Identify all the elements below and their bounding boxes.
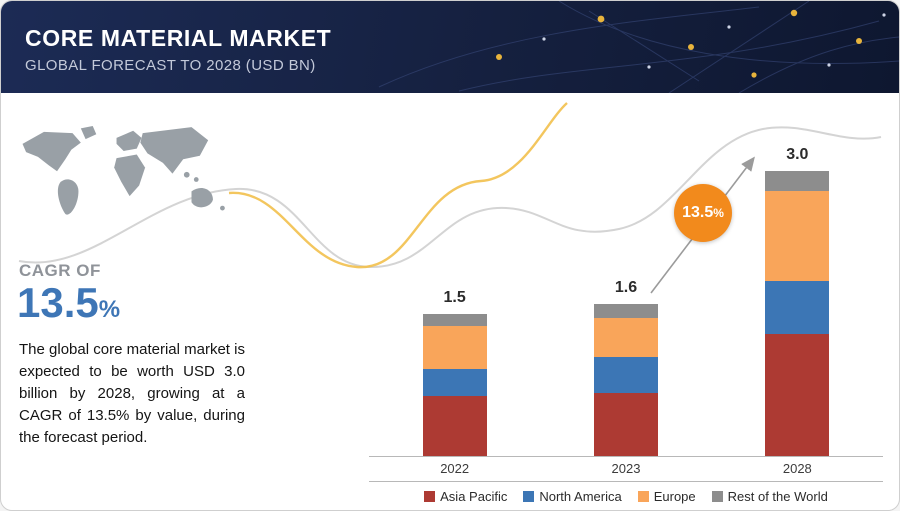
bar-2028: 3.0 (765, 146, 830, 456)
chart-plot-area: 1.5 1.6 3.0 (369, 119, 883, 457)
bar-segment-europe (593, 318, 658, 358)
world-map-image (22, 125, 225, 215)
page-title: CORE MATERIAL MARKET (25, 25, 332, 51)
x-axis: 2022 2023 2028 (369, 457, 883, 482)
legend-item-rest-of-the-world: Rest of the World (711, 489, 828, 504)
bar-segment-north-america (593, 357, 658, 394)
bar-segment-north-america (765, 281, 830, 335)
cagr-percent-sign: % (98, 296, 121, 323)
cagr-label: CAGR OF (19, 261, 101, 280)
bar-segment-rest-of-the-world (593, 304, 658, 319)
badge-number: 13.5 (682, 204, 714, 221)
legend-swatch (424, 491, 436, 502)
stacked-bar-chart: 1.5 1.6 3.0 2022 2023 2028 Asia Pacific North… (369, 119, 883, 504)
cagr-number: 13.5 (17, 279, 99, 326)
bar-stack (422, 313, 487, 456)
legend-label: Asia Pacific (440, 489, 508, 504)
chart-legend: Asia Pacific North America Europe Rest of t… (369, 489, 883, 504)
bar-total-label: 1.5 (443, 288, 466, 306)
legend-item-europe: Europe (637, 489, 696, 504)
bar-segment-asia-pacific (422, 396, 487, 456)
bar-segment-europe (422, 325, 487, 369)
market-summary-text: The global core material market is expec… (19, 341, 245, 447)
bar-2022: 1.5 (422, 288, 487, 456)
legend-label: Rest of the World (727, 489, 828, 504)
page-subtitle: GLOBAL FORECAST TO 2028 (USD BN) (25, 57, 316, 74)
bar-2023: 1.6 (593, 279, 658, 456)
bar-total-label: 3.0 (786, 146, 809, 164)
badge-percent-sign: % (713, 206, 724, 220)
header-banner: CORE MATERIAL MARKET GLOBAL FORECAST TO … (1, 1, 899, 93)
bar-segment-north-america (422, 368, 487, 397)
legend-item-north-america: North America (523, 489, 622, 504)
x-axis-label-2022: 2022 (440, 461, 470, 476)
legend-swatch (637, 491, 649, 502)
bar-segment-asia-pacific (593, 393, 658, 456)
bar-stack (765, 171, 830, 456)
bar-segment-europe (765, 190, 830, 282)
network-pattern-decoration (378, 1, 899, 93)
bar-segment-rest-of-the-world (765, 171, 830, 191)
bar-segment-asia-pacific (765, 334, 830, 456)
bar-total-label: 1.6 (614, 279, 638, 297)
bar-segment-rest-of-the-world (422, 313, 487, 326)
legend-item-asia-pacific: Asia Pacific (424, 489, 507, 504)
bar-stack (593, 304, 658, 456)
x-axis-label-2028: 2028 (782, 461, 812, 476)
legend-label: North America (539, 489, 622, 504)
legend-swatch (523, 491, 535, 502)
legend-label: Europe (653, 489, 696, 504)
x-axis-label-2023: 2023 (611, 461, 641, 476)
legend-swatch (711, 491, 723, 502)
cagr-value: 13.5% (17, 279, 120, 327)
cagr-badge: 13.5% (674, 184, 732, 242)
summary-panel: CAGR OF 13.5% The global core material m… (1, 93, 273, 510)
